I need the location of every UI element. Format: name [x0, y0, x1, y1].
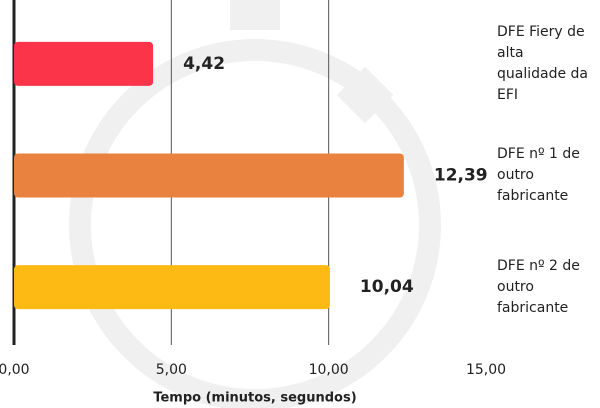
x-axis-title: Tempo (minutos, segundos)	[153, 391, 356, 406]
bar	[14, 265, 330, 310]
category-label: DFE Fiery de alta qualidade da EFI	[497, 23, 588, 103]
x-tick-label: 0,00	[0, 362, 30, 378]
x-tick-label: 10,00	[309, 362, 349, 378]
x-tick-label: 5,00	[156, 362, 187, 378]
bar	[14, 153, 404, 198]
x-tick-label: 15,00	[466, 362, 506, 378]
bar	[14, 41, 154, 86]
value-label: 4,42	[183, 54, 225, 74]
value-label: 12,39	[434, 166, 488, 186]
category-label: DFE nº 1 de outro fabricante	[497, 146, 580, 204]
category-label: DFE nº 2 de outro fabricante	[497, 257, 580, 316]
value-label: 10,04	[360, 277, 414, 297]
